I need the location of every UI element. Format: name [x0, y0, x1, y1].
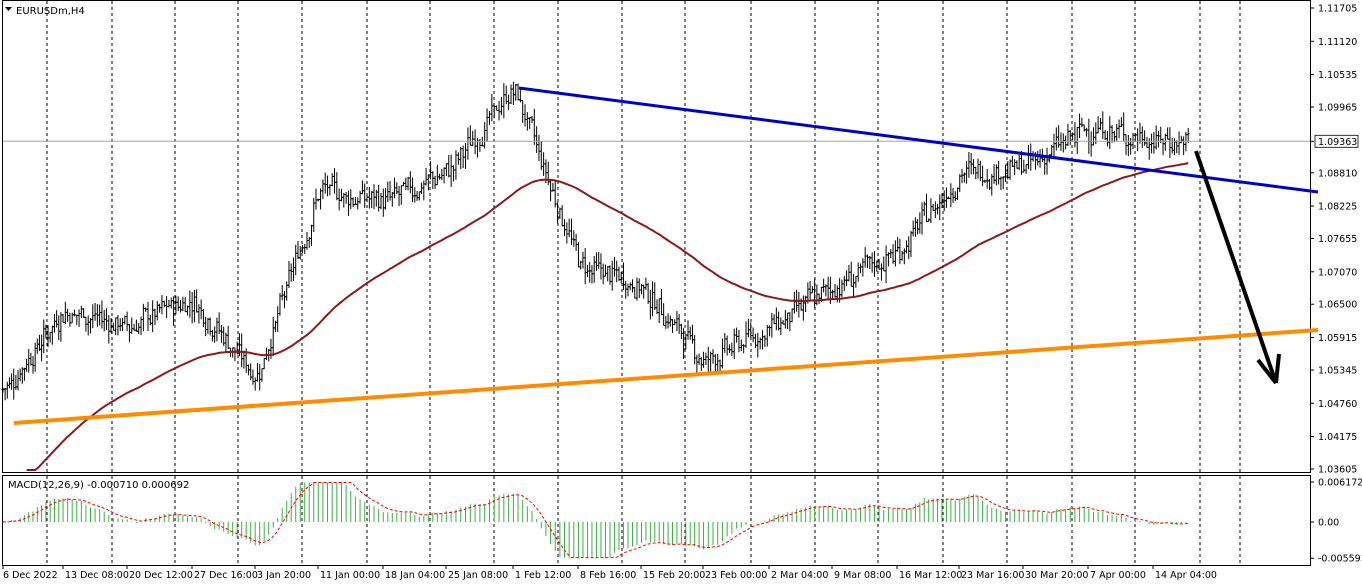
x-tick-label: 6 Dec 2022 [3, 570, 58, 581]
x-tick-label: 15 Feb 20:00 [643, 570, 705, 581]
price-bars [1, 81, 1190, 401]
x-tick-label: 1 Feb 12:00 [515, 570, 571, 581]
time-axis: 6 Dec 2022 13 Dec 08:00 20 Dec 12:00 27 Dec… [2, 565, 1217, 581]
triangle-down-icon[interactable] [5, 7, 12, 11]
x-tick-label: 7 Apr 00:00 [1090, 570, 1146, 581]
current-price-box [1314, 134, 1359, 148]
x-tick-label: 8 Feb 16:00 [580, 570, 636, 581]
x-tick-label: 9 Mar 08:00 [834, 570, 891, 581]
x-tick-label: 25 Jan 08:00 [448, 570, 508, 581]
x-tick-label: 23 Mar 16:00 [961, 570, 1024, 581]
x-tick-label: 27 Dec 16:00 [194, 570, 258, 581]
x-tick-label: 20 Dec 12:00 [129, 570, 193, 581]
macd-label: MACD(12,26,9) -0.000710 0.000692 [8, 480, 189, 491]
y-tick-label: 1.07070 [1318, 267, 1357, 278]
macd-panel-frame [2, 475, 1311, 566]
y-tick-label: 1.03605 [1318, 465, 1357, 476]
macd-histogram [6, 482, 1187, 558]
x-tick-label: 30 Mar 20:00 [1025, 570, 1088, 581]
y-tick-label: 1.09363 [1318, 137, 1357, 148]
upper-trendline[interactable] [518, 86, 1319, 194]
macd-tick-label: -0.005593 [1318, 554, 1362, 565]
symbol-label: EURUSDm,H4 [16, 6, 85, 17]
macd-tick-label: 0.006172 [1318, 478, 1362, 489]
x-tick-label: 2 Mar 04:00 [771, 570, 828, 581]
moving-average-line [26, 162, 1189, 471]
x-tick-label: 13 Dec 08:00 [65, 570, 129, 581]
y-tick-label: 1.07655 [1318, 234, 1357, 245]
y-tick-label: 1.10535 [1318, 70, 1357, 81]
x-tick-label: 16 Mar 12:00 [899, 570, 962, 581]
macd-tick-label: 0.00 [1318, 518, 1339, 529]
x-tick-label: 11 Jan 00:00 [320, 570, 380, 581]
y-tick-label: 1.05345 [1318, 365, 1357, 376]
x-tick-label: 23 Feb 00:00 [705, 570, 767, 581]
x-tick-label: 14 Apr 04:00 [1155, 570, 1217, 581]
y-tick-label: 1.08225 [1318, 202, 1357, 213]
down-arrow[interactable] [1194, 150, 1281, 385]
y-tick-label: 1.04175 [1318, 432, 1357, 443]
vertical-grid [46, 1, 1241, 565]
y-tick-label: 1.09965 [1318, 103, 1357, 114]
x-tick-label: 3 Jan 20:00 [257, 570, 311, 581]
price-axis: 1.11705 1.11120 1.10535 1.09965 1.09363 1.088… [1310, 4, 1359, 476]
price-panel-frame [2, 0, 1311, 473]
y-tick-label: 1.06500 [1318, 300, 1357, 311]
y-tick-label: 1.04760 [1318, 399, 1357, 410]
y-tick-label: 1.05915 [1318, 333, 1357, 344]
x-tick-label: 18 Jan 04:00 [385, 570, 445, 581]
y-tick-label: 1.11705 [1318, 4, 1357, 15]
y-tick-label: 1.08810 [1318, 168, 1357, 179]
lower-trendline[interactable] [13, 328, 1319, 425]
y-tick-label: 1.11120 [1318, 37, 1357, 48]
macd-axis: 0.006172 0.00 -0.005593 [1310, 478, 1362, 565]
